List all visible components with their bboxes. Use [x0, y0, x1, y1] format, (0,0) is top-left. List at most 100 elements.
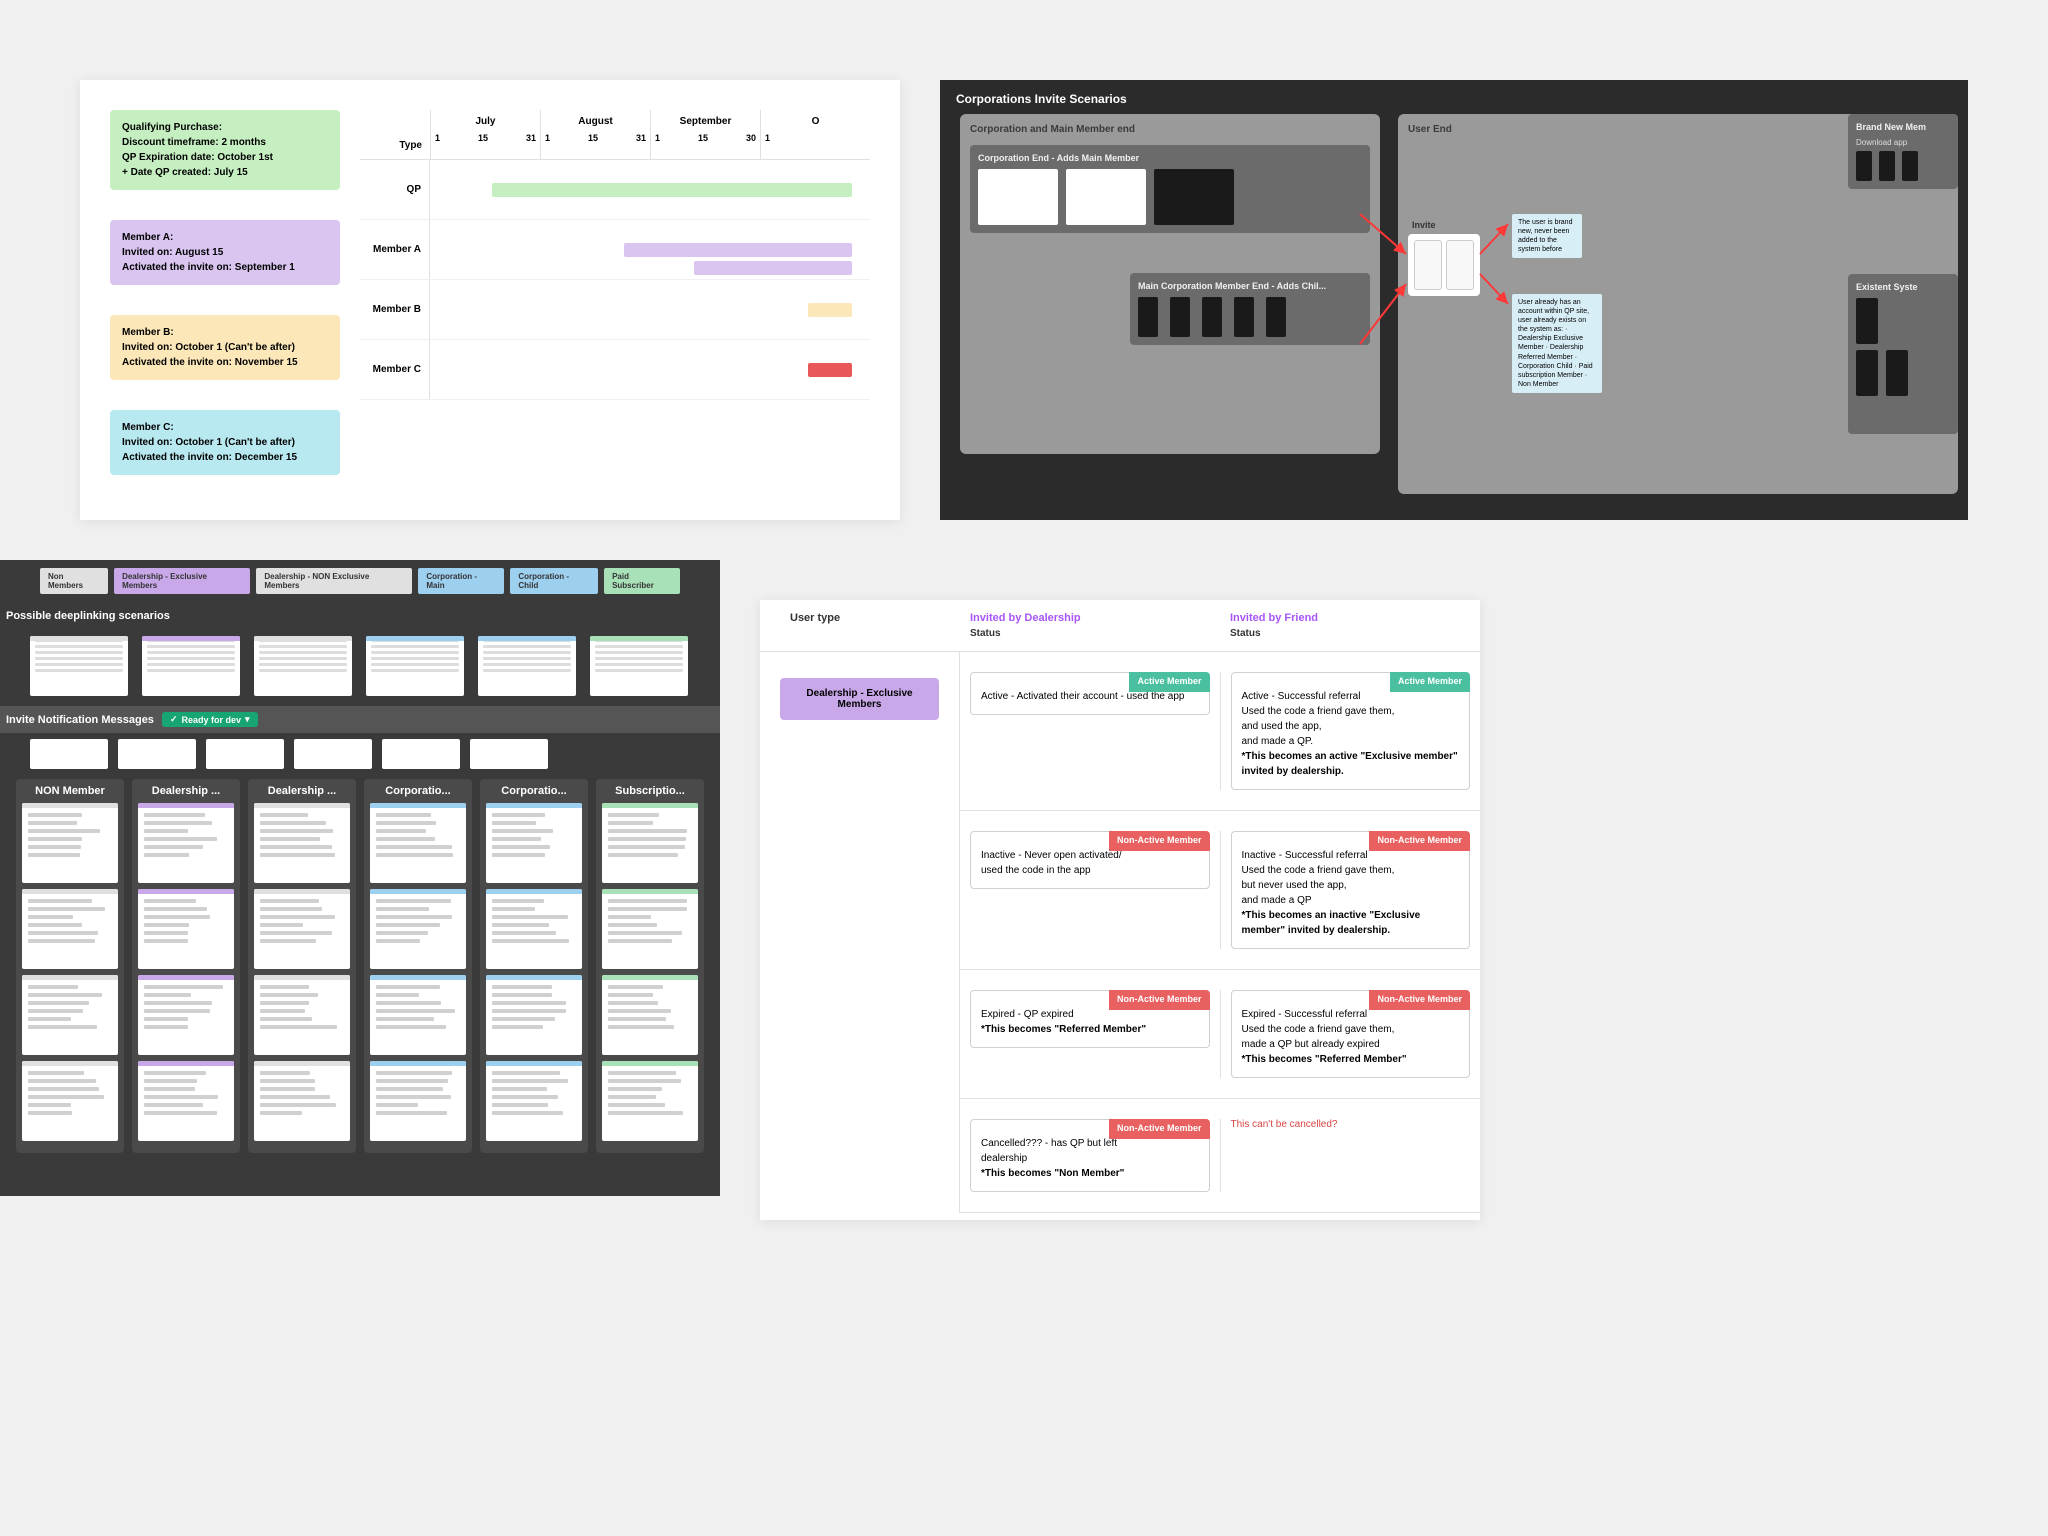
mock-phone[interactable] — [1170, 297, 1190, 337]
mock-phone[interactable] — [1234, 297, 1254, 337]
ready-badge[interactable]: ✓ Ready for dev ▾ — [162, 712, 258, 727]
scenario-thumb[interactable] — [142, 636, 240, 696]
scenario-thumb[interactable] — [30, 636, 128, 696]
flow-sub-title: Main Corporation Member End - Adds Chil.… — [1138, 281, 1362, 291]
column-card[interactable] — [602, 889, 698, 969]
flow-phones-row — [1138, 297, 1362, 337]
day-label: 1 — [545, 133, 550, 143]
column-card[interactable] — [486, 889, 582, 969]
timeline-row: Member C — [360, 340, 870, 400]
mock-phone[interactable] — [1138, 297, 1158, 337]
thumb-bar — [142, 636, 240, 641]
column-card[interactable] — [370, 889, 466, 969]
column-card[interactable] — [22, 803, 118, 883]
status-card: Non-Active MemberCancelled??? - has QP b… — [970, 1119, 1210, 1192]
wide-thumb[interactable] — [118, 739, 196, 769]
mock-screen[interactable] — [978, 169, 1058, 225]
mock-screen[interactable] — [1154, 169, 1234, 225]
scenario-column: Corporatio... — [364, 779, 472, 1153]
timeline-grid: Type July11531August11531September11530O… — [360, 110, 870, 400]
type-column-header: Type — [360, 110, 430, 159]
status-rows: Active MemberActive - Activated their ac… — [960, 652, 1480, 1213]
timeline-card: Member A:Invited on: August 15Activated … — [110, 220, 340, 285]
status-cell: Non-Active MemberCancelled??? - has QP b… — [960, 1119, 1221, 1192]
column-card[interactable] — [254, 889, 350, 969]
column-card[interactable] — [22, 1061, 118, 1141]
column-card[interactable] — [370, 803, 466, 883]
scenario-tag[interactable]: Non Members — [40, 568, 108, 594]
wide-thumb[interactable] — [206, 739, 284, 769]
scenario-tag[interactable]: Corporation - Main — [418, 568, 504, 594]
mock-phone[interactable] — [1879, 151, 1895, 181]
column-card[interactable] — [254, 1061, 350, 1141]
month-name: September — [651, 116, 760, 127]
column-card[interactable] — [138, 975, 234, 1055]
column-card[interactable] — [486, 803, 582, 883]
mock-screen[interactable] — [1066, 169, 1146, 225]
status-bold-line: *This becomes "Referred Member" — [981, 1022, 1199, 1037]
month-name: August — [541, 116, 650, 127]
month-days: 11531 — [431, 133, 540, 143]
column-card[interactable] — [254, 803, 350, 883]
status-badge: Non-Active Member — [1369, 831, 1470, 851]
scenario-thumb[interactable] — [254, 636, 352, 696]
column-card[interactable] — [254, 975, 350, 1055]
status-badge: Non-Active Member — [1109, 1119, 1210, 1139]
scenario-thumb[interactable] — [478, 636, 576, 696]
column-card[interactable] — [22, 889, 118, 969]
mock-phone[interactable] — [1856, 350, 1878, 396]
column-card[interactable] — [370, 975, 466, 1055]
column-card[interactable] — [22, 975, 118, 1055]
row-label: Member C — [360, 340, 430, 399]
wide-thumb[interactable] — [30, 739, 108, 769]
scenario-tag[interactable]: Paid Subscriber — [604, 568, 680, 594]
mock-phone[interactable] — [1902, 151, 1918, 181]
scenario-tag[interactable]: Dealership - NON Exclusive Members — [256, 568, 412, 594]
card-colorbar — [22, 1061, 118, 1066]
card-colorbar — [486, 1061, 582, 1066]
status-text-line: Used the code a friend gave them, — [1242, 704, 1460, 719]
column-card[interactable] — [602, 975, 698, 1055]
timeline-card: Member B:Invited on: October 1 (Can't be… — [110, 315, 340, 380]
wide-thumb[interactable] — [382, 739, 460, 769]
column-card[interactable] — [138, 889, 234, 969]
mock-phone[interactable] — [1856, 298, 1878, 344]
column-card[interactable] — [370, 1061, 466, 1141]
month-days: 11530 — [651, 133, 760, 143]
scenario-thumb[interactable] — [590, 636, 688, 696]
wide-thumb[interactable] — [294, 739, 372, 769]
day-label: 31 — [636, 133, 646, 143]
card-colorbar — [138, 803, 234, 808]
status-text-line: Used the code a friend gave them, — [1242, 1022, 1460, 1037]
scenario-tag[interactable]: Corporation - Child — [510, 568, 598, 594]
dealership-pill[interactable]: Dealership - Exclusive Members — [780, 678, 939, 720]
timeline-months: July11531August11531September11530O1 — [430, 110, 870, 159]
mock-phone[interactable] — [1856, 151, 1872, 181]
status-text-line: and made a QP. — [1242, 734, 1460, 749]
row-bars — [430, 160, 870, 219]
invite-node[interactable]: Invite — [1408, 234, 1480, 296]
column-card[interactable] — [602, 803, 698, 883]
column-card[interactable] — [602, 1061, 698, 1141]
card-colorbar — [254, 803, 350, 808]
card-colorbar — [22, 889, 118, 894]
col-header-dealership: Invited by Dealership Status — [960, 612, 1220, 639]
wide-thumb[interactable] — [470, 739, 548, 769]
status-bold-line: *This becomes an inactive "Exclusive mem… — [1242, 908, 1460, 938]
column-card[interactable] — [486, 1061, 582, 1141]
scenario-thumb[interactable] — [366, 636, 464, 696]
mock-phone[interactable] — [1266, 297, 1286, 337]
scenario-tag[interactable]: Dealership - Exclusive Members — [114, 568, 250, 594]
row-bars — [430, 280, 870, 339]
card-colorbar — [370, 1061, 466, 1066]
column-card[interactable] — [486, 975, 582, 1055]
column-card[interactable] — [138, 803, 234, 883]
column-card[interactable] — [138, 1061, 234, 1141]
status-sublabel: Status — [970, 628, 1220, 639]
mock-phone[interactable] — [1202, 297, 1222, 337]
status-card: Active MemberActive - Activated their ac… — [970, 672, 1210, 715]
status-bold-line: *This becomes an active "Exclusive membe… — [1242, 749, 1460, 779]
day-label: 1 — [655, 133, 660, 143]
mock-phone[interactable] — [1886, 350, 1908, 396]
thumb-bar — [30, 636, 128, 641]
